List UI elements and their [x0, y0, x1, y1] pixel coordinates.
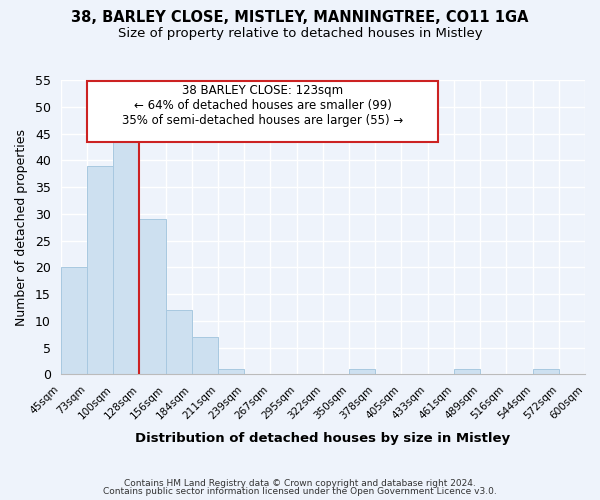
Y-axis label: Number of detached properties: Number of detached properties: [15, 128, 28, 326]
Bar: [166, 310, 192, 374]
Bar: [113, 134, 139, 374]
Bar: [349, 369, 375, 374]
Text: Contains HM Land Registry data © Crown copyright and database right 2024.: Contains HM Land Registry data © Crown c…: [124, 478, 476, 488]
Bar: [533, 369, 559, 374]
Text: Size of property relative to detached houses in Mistley: Size of property relative to detached ho…: [118, 28, 482, 40]
Bar: [218, 369, 244, 374]
Text: 38 BARLEY CLOSE: 123sqm: 38 BARLEY CLOSE: 123sqm: [182, 84, 343, 98]
Bar: [454, 369, 480, 374]
Bar: [139, 219, 166, 374]
Text: Contains public sector information licensed under the Open Government Licence v3: Contains public sector information licen…: [103, 487, 497, 496]
Bar: [87, 166, 113, 374]
Text: 38, BARLEY CLOSE, MISTLEY, MANNINGTREE, CO11 1GA: 38, BARLEY CLOSE, MISTLEY, MANNINGTREE, …: [71, 10, 529, 25]
Text: 35% of semi-detached houses are larger (55) →: 35% of semi-detached houses are larger (…: [122, 114, 403, 127]
X-axis label: Distribution of detached houses by size in Mistley: Distribution of detached houses by size …: [135, 432, 511, 445]
FancyBboxPatch shape: [87, 82, 438, 142]
Bar: [192, 337, 218, 374]
Text: ← 64% of detached houses are smaller (99): ← 64% of detached houses are smaller (99…: [134, 99, 391, 112]
Bar: [61, 268, 87, 374]
